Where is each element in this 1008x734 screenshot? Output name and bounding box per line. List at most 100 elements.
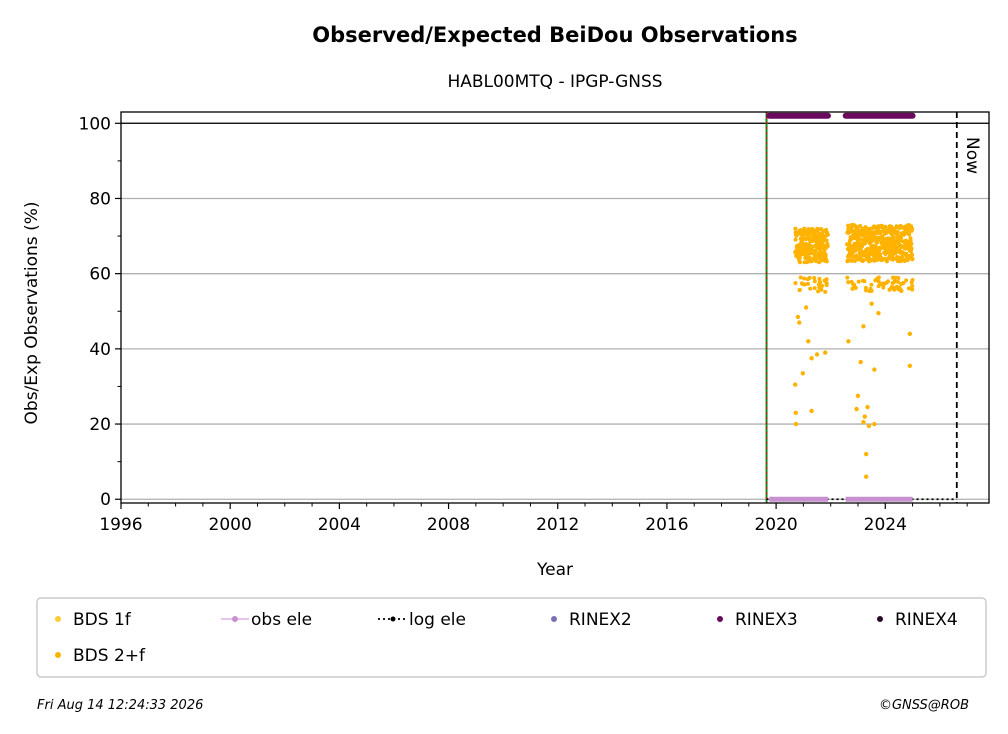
bds2f-point — [895, 279, 900, 284]
bds2f-outlier — [861, 324, 866, 329]
y-axis-label: Obs/Exp Observations (%) — [22, 202, 42, 425]
bds2f-point — [910, 226, 915, 231]
legend-label: BDS 2+f — [73, 646, 146, 666]
bds2f-point — [909, 280, 914, 285]
legend-box — [36, 597, 987, 678]
bds2f-outlier — [863, 474, 869, 479]
bds2f-point — [852, 283, 857, 288]
axes: 0 20 40 60 80 100 1996 2000 2004 2008 2012 2016 2020… — [79, 114, 968, 535]
bds2f-outlier — [876, 310, 881, 316]
bds2f-point — [824, 238, 829, 243]
bds2f-outlier — [872, 367, 877, 372]
x-tick-label: 2008 — [427, 515, 470, 535]
y-tick-label: 40 — [89, 340, 111, 360]
bds2f-point — [861, 257, 866, 262]
legend-marker — [232, 616, 238, 622]
bds2f-point — [793, 281, 798, 286]
bds2f-point — [910, 252, 915, 257]
legend-entry-log-ele: log ele — [378, 610, 466, 630]
bds2f-point — [802, 276, 807, 281]
bds2f-point — [869, 288, 874, 293]
bds2f-point — [904, 278, 909, 283]
legend-entry-bds-1f: BDS 1f — [55, 610, 132, 630]
bds2f-point — [823, 252, 828, 257]
legend-marker — [717, 616, 723, 622]
bds2f-point — [808, 286, 813, 291]
bds2f-point — [845, 275, 850, 280]
bds2f-point — [809, 251, 814, 256]
legend-label: RINEX3 — [735, 610, 798, 630]
bds2f-outlier — [793, 382, 798, 387]
y-tick-label: 80 — [89, 189, 111, 209]
bds2f-point — [891, 280, 896, 285]
bds2f-outlier — [866, 423, 872, 429]
bds2f-point — [892, 243, 897, 248]
x-tick-label: 2024 — [864, 515, 907, 535]
bds2f-point — [859, 237, 864, 242]
bds2f-point — [858, 254, 863, 259]
bds2f-point — [803, 253, 808, 258]
legend-label: RINEX2 — [569, 610, 632, 630]
chart-subtitle: HABL00MTQ - IPGP-GNSS — [447, 72, 662, 92]
data-marks — [765, 112, 958, 503]
bds2f-point — [874, 240, 879, 245]
bds2f-point — [882, 281, 887, 286]
legend-entry-rinex4: RINEX4 — [877, 610, 958, 630]
bds2f-point — [893, 250, 898, 255]
grid-lines — [121, 122, 989, 500]
bds2f-point — [849, 258, 854, 263]
bds2f-point — [846, 223, 851, 228]
bds2f-point — [824, 259, 829, 264]
bds2f-outlier — [800, 371, 806, 376]
bds2f-point — [793, 237, 798, 242]
bds2f-point — [858, 224, 863, 229]
legend-label: RINEX4 — [895, 610, 958, 630]
bds2f-point — [906, 228, 911, 233]
bds2f-point — [890, 286, 895, 291]
bds2f-point — [872, 235, 877, 240]
bds2f-point — [816, 289, 821, 294]
legend-marker — [551, 616, 557, 622]
bds2f-point — [798, 275, 803, 280]
bds2f-point — [805, 277, 810, 282]
bds2f-point — [878, 229, 883, 234]
bds2f-point — [883, 252, 888, 257]
bds2f-point — [897, 287, 902, 292]
bds2f-point — [884, 259, 889, 264]
footer-credit: ©GNSS@ROB — [879, 698, 969, 713]
legend-label: obs ele — [251, 610, 312, 630]
bds2f-point — [895, 229, 900, 234]
legend: BDS 1f obs ele log ele RINEX2 RINEX3 RINEX4 BD… — [55, 610, 958, 666]
bds2f-point — [818, 237, 823, 242]
bds2f-point — [909, 241, 914, 246]
bds2f-point — [819, 287, 824, 292]
legend-marker — [55, 652, 61, 658]
bds2f-point — [846, 280, 851, 285]
bds2f-point — [812, 276, 817, 281]
y-tick-label: 0 — [100, 490, 111, 510]
bds2f-point — [910, 256, 915, 261]
bds2f-point — [825, 232, 830, 237]
bds2f-outlier — [872, 421, 877, 427]
bds2f-outlier — [846, 339, 851, 344]
bds2f-point — [793, 226, 798, 231]
bds2f-point — [862, 279, 867, 284]
bds2f-point — [809, 247, 814, 252]
legend-entry-bds-2-f: BDS 2+f — [55, 646, 146, 666]
bds2f-point — [903, 238, 908, 243]
bds2f-point — [805, 281, 810, 286]
bds2f-point — [869, 282, 874, 287]
plot-frame — [120, 111, 990, 504]
bds2f-point — [883, 224, 888, 229]
legend-marker — [877, 616, 883, 622]
x-tick-label: 2020 — [754, 515, 797, 535]
bds2f-point — [894, 240, 899, 245]
bds2f-outlier — [861, 419, 866, 425]
bds2f-outlier — [809, 408, 814, 414]
x-tick-label: 2000 — [209, 515, 252, 535]
bds2f-point — [799, 281, 804, 286]
bds2f-point — [825, 244, 830, 249]
bds2f-outlier — [823, 350, 828, 355]
bds2f-point — [899, 281, 904, 286]
bds2f-point — [863, 285, 868, 290]
